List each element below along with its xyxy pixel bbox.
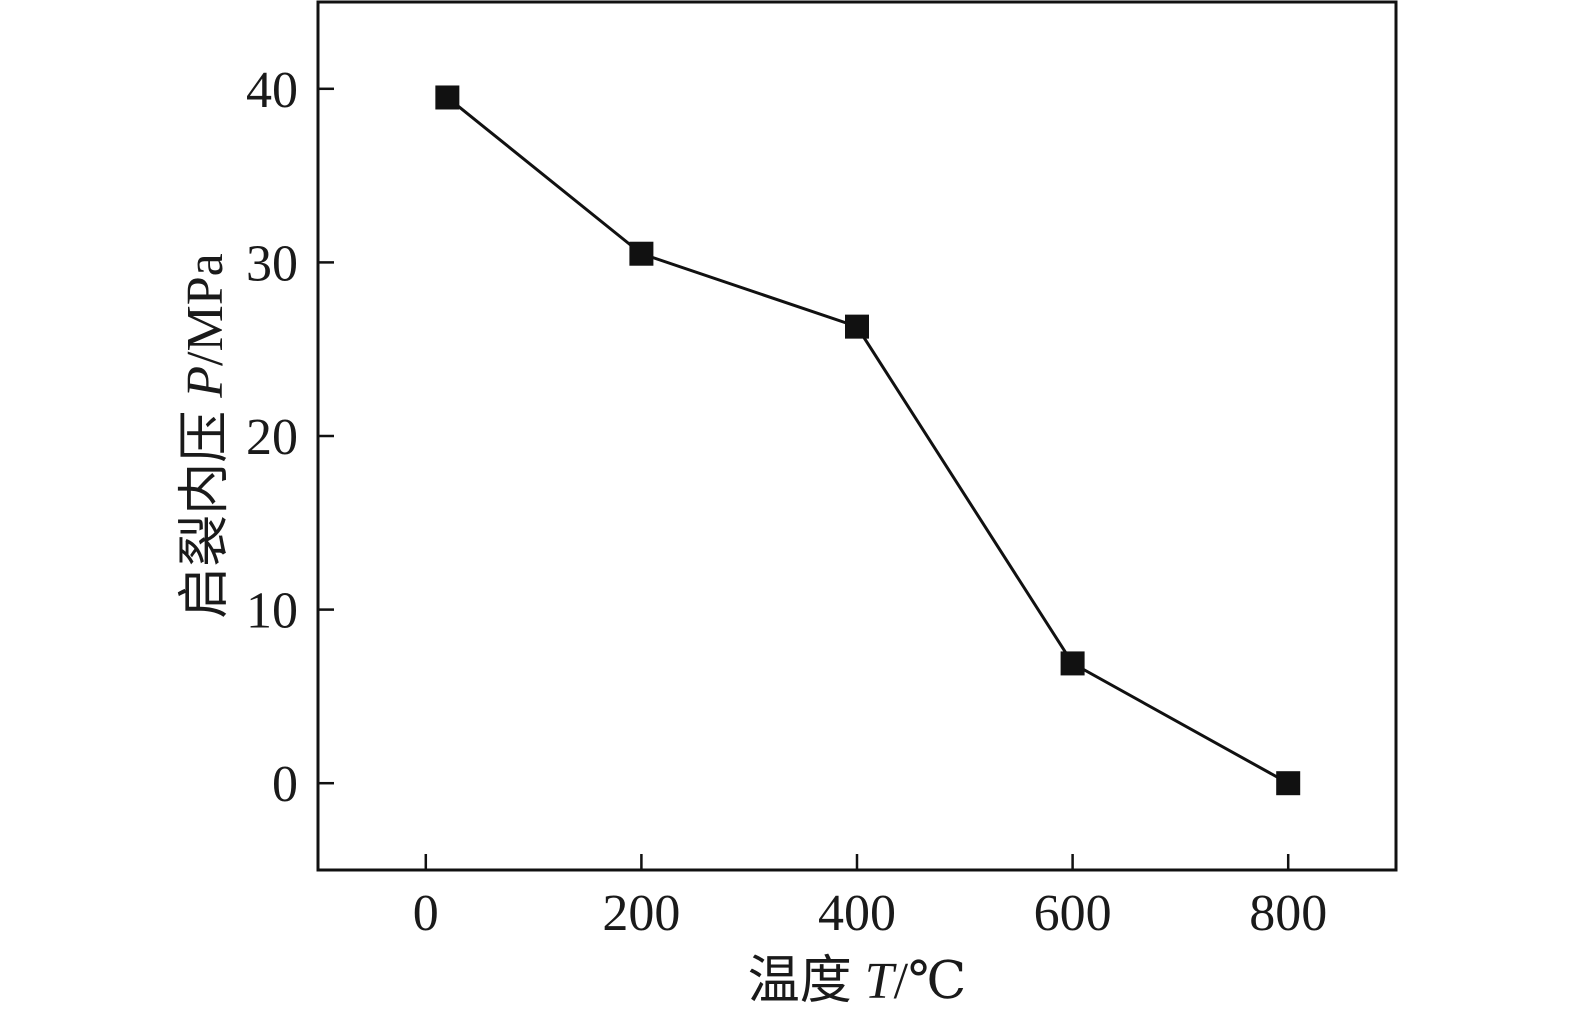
y-axis-ticks: 0 10 20 30 40	[246, 62, 334, 813]
y-tick-label: 10	[246, 583, 298, 640]
y-axis-title-symbol: P	[177, 366, 234, 399]
x-axis-title-prefix: 温度	[748, 953, 865, 1010]
data-point	[435, 85, 460, 110]
data-point	[845, 314, 869, 339]
x-axis-title-unit: /℃	[894, 953, 967, 1010]
x-tick-label: 200	[602, 885, 680, 942]
x-axis-ticks: 0 200 400 600 800	[413, 854, 1327, 942]
x-tick-label: 600	[1034, 885, 1112, 942]
y-axis-title: 启裂内压 P/MPa	[177, 253, 234, 618]
x-tick-label: 800	[1249, 885, 1327, 942]
y-tick-label: 20	[246, 409, 298, 466]
x-axis-title-symbol: T	[865, 953, 897, 1010]
data-point	[1276, 771, 1301, 796]
x-tick-label: 400	[818, 885, 896, 942]
y-axis-title-prefix: 启裂内压	[177, 398, 234, 619]
series-lines	[446, 96, 1289, 785]
x-tick-label: 0	[413, 885, 439, 942]
series-line	[446, 96, 1289, 785]
y-tick-label: 0	[272, 756, 298, 813]
data-point	[1060, 651, 1085, 676]
data-point	[629, 241, 654, 266]
plot-frame	[316, 0, 1398, 872]
series-points	[435, 85, 1301, 796]
y-tick-label: 30	[246, 235, 298, 292]
x-axis-title: 温度 T/℃	[748, 953, 967, 1010]
y-tick-label: 40	[246, 62, 298, 119]
y-axis-title-unit: /MPa	[177, 253, 234, 366]
